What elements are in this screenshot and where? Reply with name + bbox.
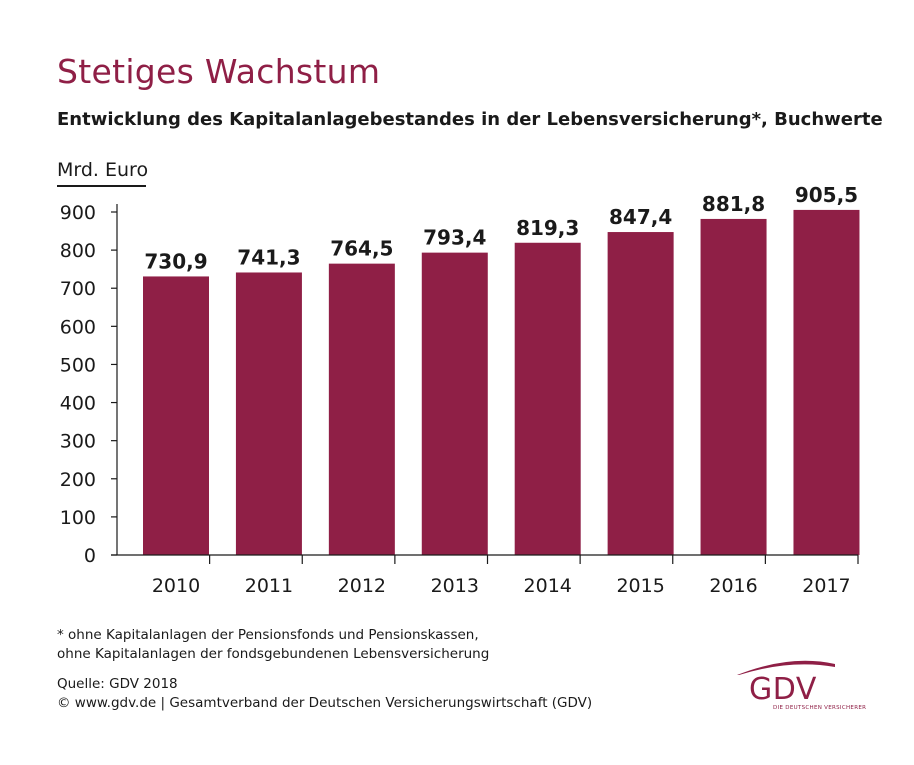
bar-value-label: 847,4	[609, 205, 672, 229]
y-tick-label: 300	[60, 431, 96, 453]
chart-title: Stetiges Wachstum	[57, 52, 381, 91]
logo-arc-icon	[737, 660, 835, 675]
gdv-logo: GDV DIE DEUTSCHEN VERSICHERER	[735, 658, 867, 718]
y-tick-label: 800	[60, 240, 96, 262]
bar-value-label: 793,4	[423, 226, 486, 250]
y-tick-label: 500	[60, 354, 96, 376]
x-tick-label: 2013	[431, 575, 479, 597]
bar-2016	[700, 218, 767, 555]
bar-2013	[421, 252, 488, 555]
bar-2010	[143, 276, 209, 555]
logo-tagline: DIE DEUTSCHEN VERSICHERER	[773, 705, 867, 711]
x-tick-label: 2015	[616, 575, 664, 597]
source-line-2: © www.gdv.de | Gesamtverband der Deutsch…	[57, 695, 593, 711]
x-tick-label: 2010	[152, 575, 200, 597]
x-axis: 2010 2011 2012 2013 2014 2015 2016 2017	[111, 554, 859, 597]
y-tick-label: 400	[60, 393, 96, 415]
bar-value-label: 905,5	[795, 183, 858, 207]
unit-underline	[57, 185, 146, 187]
bar-value-label: 730,9	[144, 249, 207, 273]
x-tick-label: 2014	[524, 575, 572, 597]
bar-2014	[514, 242, 581, 555]
logo-text: GDV	[749, 672, 817, 707]
footnote-line-2: ohne Kapitalanlagen der fondsgebundenen …	[57, 646, 490, 662]
x-tick-label: 2011	[245, 575, 293, 597]
footnote-line-1: * ohne Kapitalanlagen der Pensionsfonds …	[57, 627, 479, 643]
x-tick-label: 2016	[709, 575, 757, 597]
bars: 730,9 741,3 764,5 793,4 819,3 847,4 881,8 905,5	[143, 183, 860, 556]
bar-value-label: 819,3	[516, 216, 579, 240]
bar-value-label: 741,3	[237, 245, 300, 269]
y-tick-label: 900	[60, 202, 96, 224]
x-tick-label: 2017	[802, 575, 850, 597]
y-tick-label: 200	[60, 469, 96, 491]
bar-value-label: 881,8	[702, 192, 765, 216]
chart-subtitle: Entwicklung des Kapitalanlagebestandes i…	[57, 109, 883, 130]
source-credit: Quelle: GDV 2018 © www.gdv.de | Gesamtve…	[57, 675, 592, 713]
bar-2012	[328, 263, 395, 555]
y-axis: 0 100 200 300 400 500 600 700 800 900	[60, 202, 118, 567]
bar-2011	[235, 272, 302, 555]
source-line-1: Quelle: GDV 2018	[57, 676, 178, 692]
footnote: * ohne Kapitalanlagen der Pensionsfonds …	[57, 626, 489, 664]
y-tick-label: 700	[60, 278, 96, 300]
y-tick-label: 100	[60, 507, 96, 529]
bar-2015	[607, 232, 674, 555]
y-axis-unit-label: Mrd. Euro	[57, 159, 149, 181]
y-tick-label: 600	[60, 316, 96, 338]
bar-value-label: 764,5	[330, 237, 393, 261]
x-tick-label: 2012	[338, 575, 386, 597]
y-tick-label: 0	[84, 545, 96, 567]
bar-2017	[793, 209, 860, 556]
